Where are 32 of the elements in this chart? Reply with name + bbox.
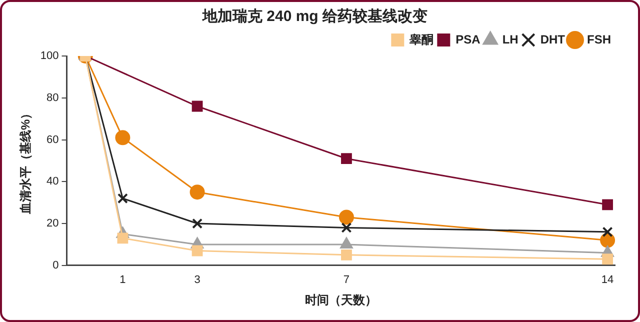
point bbox=[192, 245, 203, 256]
point bbox=[115, 130, 130, 146]
point bbox=[341, 222, 352, 233]
y-axis-title: 血清水平（基线%） bbox=[18, 107, 33, 216]
x-tick-label: 14 bbox=[601, 274, 614, 286]
legend-label: 睾酮 bbox=[408, 32, 434, 46]
legend-label: PSA bbox=[456, 32, 481, 46]
y-tick-label: 60 bbox=[46, 134, 59, 146]
point bbox=[190, 184, 205, 200]
y-tick-label: 100 bbox=[40, 50, 59, 62]
point bbox=[192, 218, 203, 229]
x-tick-label: 1 bbox=[120, 274, 126, 286]
y-tick-label: 80 bbox=[46, 92, 59, 104]
point bbox=[117, 232, 128, 244]
point bbox=[338, 210, 354, 225]
point bbox=[602, 254, 613, 265]
legend-label: DHT bbox=[540, 32, 566, 46]
chart-title: 地加瑞克 240 mg 给药较基线改变 bbox=[201, 7, 428, 26]
point bbox=[341, 153, 352, 164]
y-tick-label: 20 bbox=[46, 218, 59, 230]
x-tick-label: 3 bbox=[194, 274, 200, 286]
y-tick-label: 40 bbox=[46, 176, 59, 188]
legend-label: LH bbox=[502, 32, 518, 46]
y-tick-label: 0 bbox=[52, 259, 59, 272]
point bbox=[341, 249, 352, 260]
x-axis-title: 时间（天数） bbox=[304, 293, 377, 308]
point bbox=[117, 193, 128, 204]
point bbox=[602, 199, 613, 210]
legend-label: FSH bbox=[587, 32, 611, 46]
point bbox=[192, 100, 203, 112]
x-tick-label: 7 bbox=[343, 274, 350, 286]
point bbox=[602, 226, 613, 238]
